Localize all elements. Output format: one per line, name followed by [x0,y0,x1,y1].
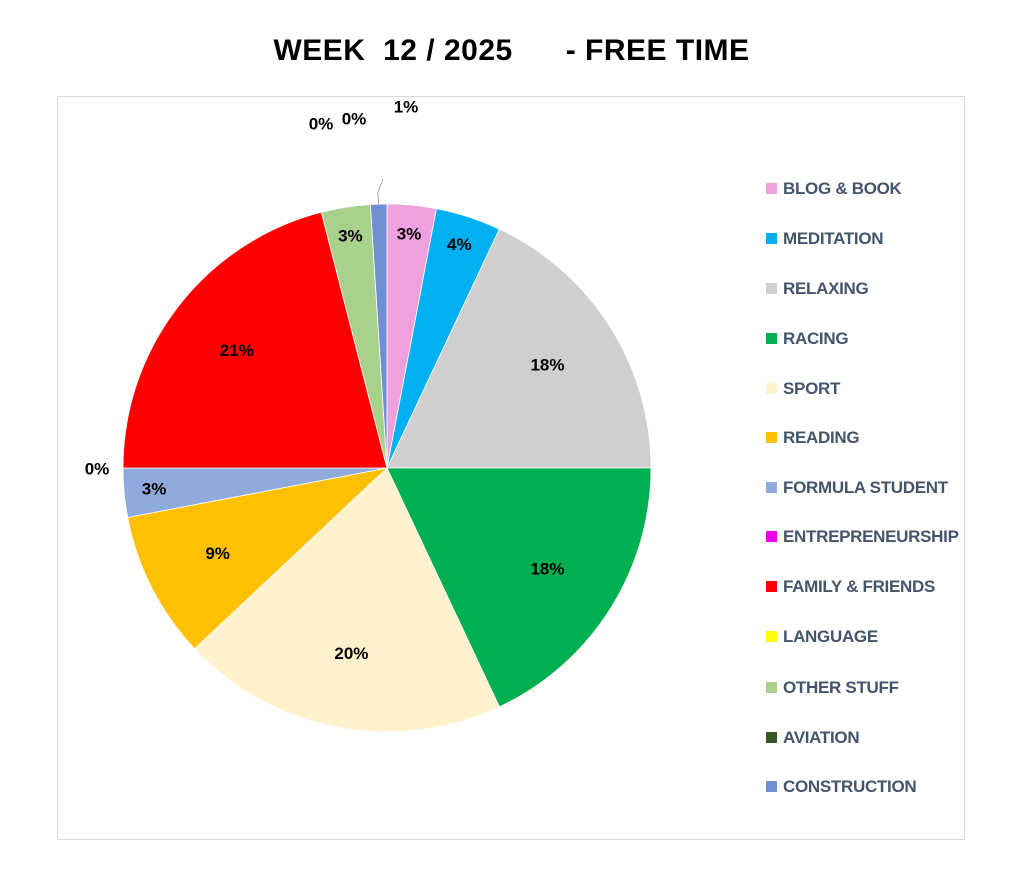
legend-label: AVIATION [783,728,860,747]
legend-swatch [766,233,777,244]
legend-swatch [766,183,777,194]
legend-label: FAMILY & FRIENDS [783,577,936,596]
chart-area [57,96,965,840]
legend-label: RELAXING [783,279,869,298]
pie-slice-family-and-friends [122,211,388,469]
legend-swatch [766,383,777,394]
chart-title: WEEK 12 / 2025 - FREE TIME [273,34,750,67]
data-label-relaxing: 18% [530,356,564,375]
legend-label: CONSTRUCTION [783,777,917,796]
data-label-language: 0% [309,114,334,133]
data-label-sport: 20% [334,644,368,663]
legend-swatch [766,781,777,792]
data-label-construction: 1% [394,97,419,116]
legend-swatch [766,333,777,344]
data-label-entrepreneurship: 0% [85,459,110,478]
data-label-formula-student: 3% [142,480,167,499]
legend-label: READING [783,428,860,447]
legend-swatch [766,482,777,493]
data-label-family-and-friends: 21% [220,341,254,360]
data-label-meditation: 4% [447,235,472,254]
data-label-blog-and-book: 3% [397,225,422,244]
legend-swatch [766,581,777,592]
data-label-reading: 9% [205,544,230,563]
legend-label: SPORT [783,379,841,398]
pie-slice-construction [369,203,388,469]
legend-swatch [766,283,777,294]
legend-label: MEDITATION [783,229,884,248]
legend-swatch [766,631,777,642]
pie-slice-reading [127,467,389,650]
pie-slice-sport [193,467,500,733]
legend-swatch [766,531,777,542]
legend-swatch [766,682,777,693]
data-label-aviation: 0% [342,109,367,128]
pie-slice-racing [386,467,652,708]
legend-label: OTHER STUFF [783,678,899,697]
legend-label: LANGUAGE [783,627,878,646]
legend-label: BLOG & BOOK [783,179,902,198]
legend-swatch [766,732,777,743]
data-label-racing: 18% [530,559,564,578]
legend-label: ENTREPRENEURSHIP [783,527,959,546]
leader-line-construction [377,178,384,205]
legend-label: RACING [783,329,849,348]
legend-label: FORMULA STUDENT [783,478,948,497]
data-label-other-stuff: 3% [338,226,363,245]
pie-slice-relaxing [386,228,652,469]
legend-swatch [766,432,777,443]
